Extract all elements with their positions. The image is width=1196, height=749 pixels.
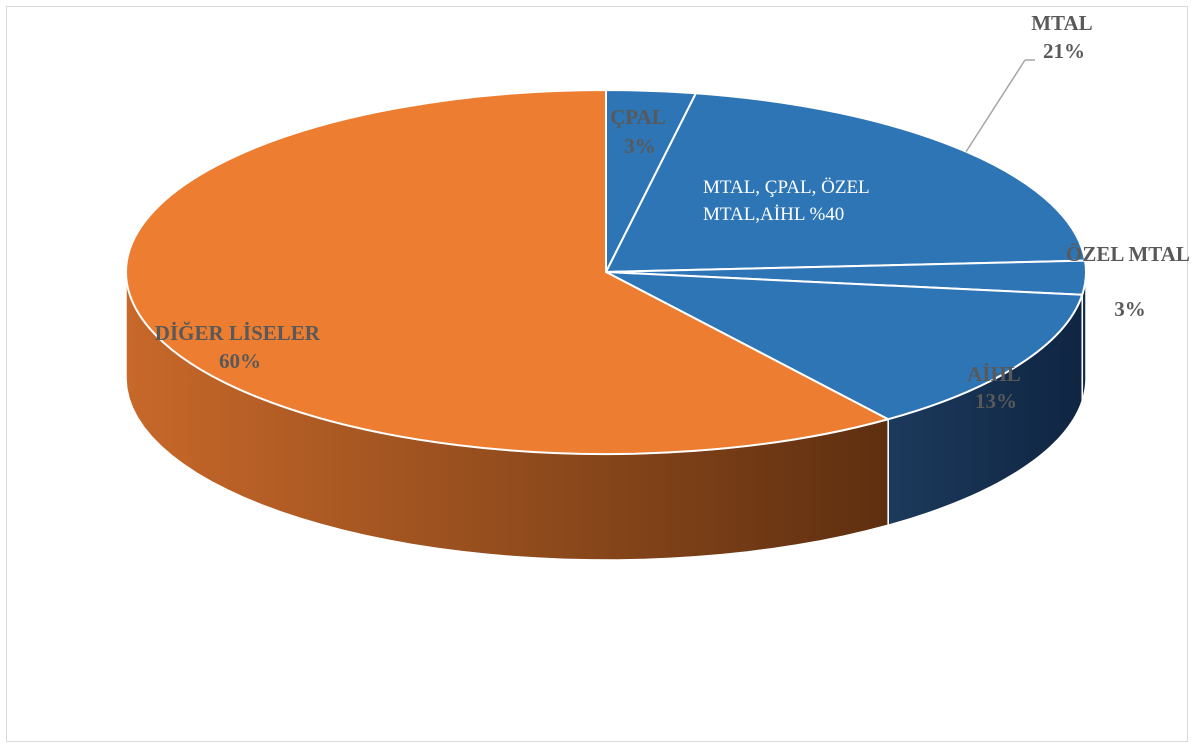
slice-label-ozel-mtal: ÖZEL MTAL 3% bbox=[1066, 242, 1194, 321]
slice-label-cpal: ÇPAL 3% bbox=[610, 105, 670, 158]
pie-top-slices bbox=[125, 88, 1087, 455]
slice-label-mtal: MTAL 21% bbox=[1031, 11, 1097, 63]
slice-mtal bbox=[605, 92, 1087, 273]
group-annotation: MTAL, ÇPAL, ÖZEL MTAL,AİHL %40 bbox=[703, 177, 874, 225]
pie-labels: ÇPAL 3% MTAL 21% ÖZEL MTAL 3% AİHL 13% D… bbox=[155, 11, 1194, 413]
slice-label-aihl: AİHL 13% bbox=[967, 362, 1025, 413]
slice-label-diger-liseler: DİĞER LİSELER 60% bbox=[155, 321, 325, 373]
slice-diiger-liiseler bbox=[125, 89, 890, 455]
pie-side-walls bbox=[125, 271, 1087, 561]
slice-aiihl bbox=[605, 271, 1084, 421]
mtal-leader-line bbox=[965, 59, 1026, 153]
